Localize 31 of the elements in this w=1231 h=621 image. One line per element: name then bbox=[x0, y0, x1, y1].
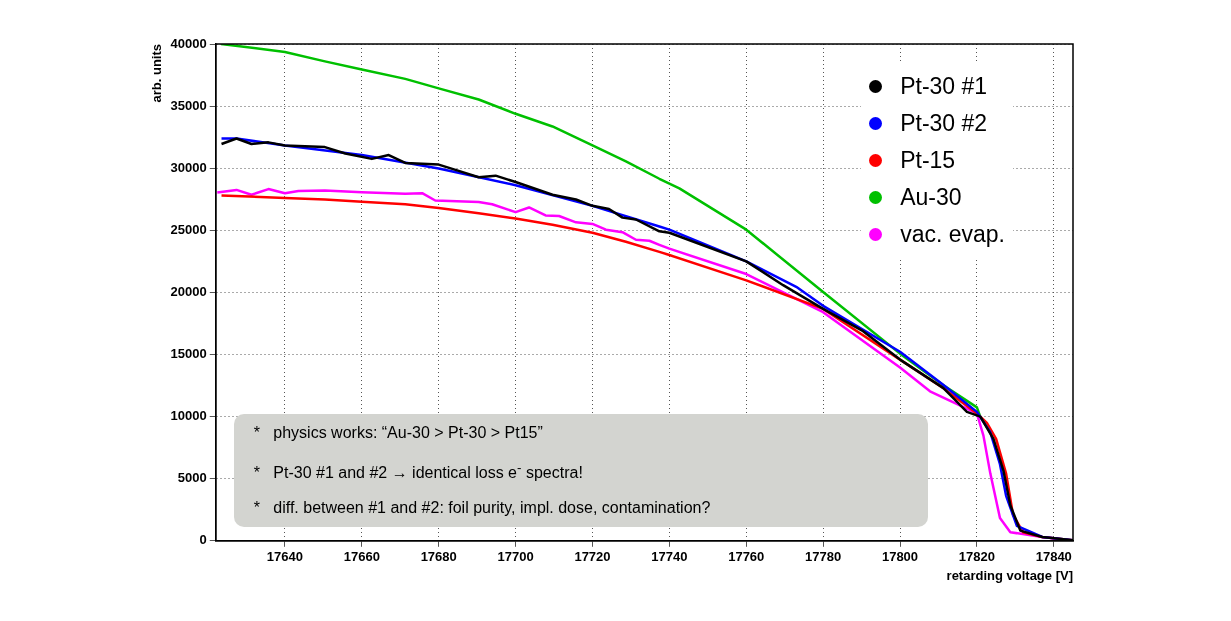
x-tick-label: 17680 bbox=[420, 549, 457, 565]
y-tick-label: 20000 bbox=[170, 283, 207, 299]
annotation: * physics works: “Au-30 > Pt-30 > Pt15” bbox=[253, 423, 544, 444]
annotation: * Pt-30 #1 and #2 → identical loss e$^{-}$ spectra! bbox=[253, 459, 584, 484]
legend-label: Au-30 bbox=[900, 183, 962, 212]
x-tick-label: 17640 bbox=[266, 549, 304, 565]
y-tick-label: 5000 bbox=[177, 470, 207, 486]
y-tick-label: 30000 bbox=[170, 159, 207, 175]
y-tick-label: 40000 bbox=[170, 35, 207, 51]
legend-label: Pt-30 #2 bbox=[900, 109, 988, 138]
x-tick-label: 17820 bbox=[958, 549, 995, 565]
x-tick-label: 17740 bbox=[651, 549, 688, 565]
y-tick-label: 10000 bbox=[170, 408, 207, 424]
x-axis-title: retarding voltage [V] bbox=[946, 567, 1073, 583]
x-tick-label: 17760 bbox=[728, 549, 765, 565]
annotation: * diff. between #1 and #2: foil purity, impl. dose, contamination? bbox=[253, 498, 712, 519]
y-axis-title: arb. units bbox=[149, 44, 165, 103]
y-tick-label: 25000 bbox=[170, 221, 207, 237]
y-tick-label: 35000 bbox=[170, 97, 207, 113]
x-tick-label: 17800 bbox=[881, 549, 919, 565]
legend-label: vac. evap. bbox=[900, 220, 1005, 249]
x-tick-label: 17660 bbox=[343, 549, 380, 565]
x-tick-label: 17720 bbox=[574, 549, 611, 565]
x-tick-label: 17780 bbox=[805, 549, 842, 565]
legend-label: Pt-30 #1 bbox=[900, 72, 988, 101]
x-tick-label: 17700 bbox=[497, 549, 534, 565]
legend-label: Pt-15 bbox=[900, 146, 956, 175]
y-tick-label: 15000 bbox=[170, 346, 207, 362]
y-tick-label: 0 bbox=[199, 532, 207, 548]
note-box: * physics works: “Au-30 > Pt-30 > Pt15” * Pt-30 #1 and #2 → identical loss e$^{-}$ spectra! * diff. between #1 and #2: foil purity, impl. dose, contamination? bbox=[233, 414, 929, 528]
x-tick-label: 17840 bbox=[1035, 549, 1072, 565]
